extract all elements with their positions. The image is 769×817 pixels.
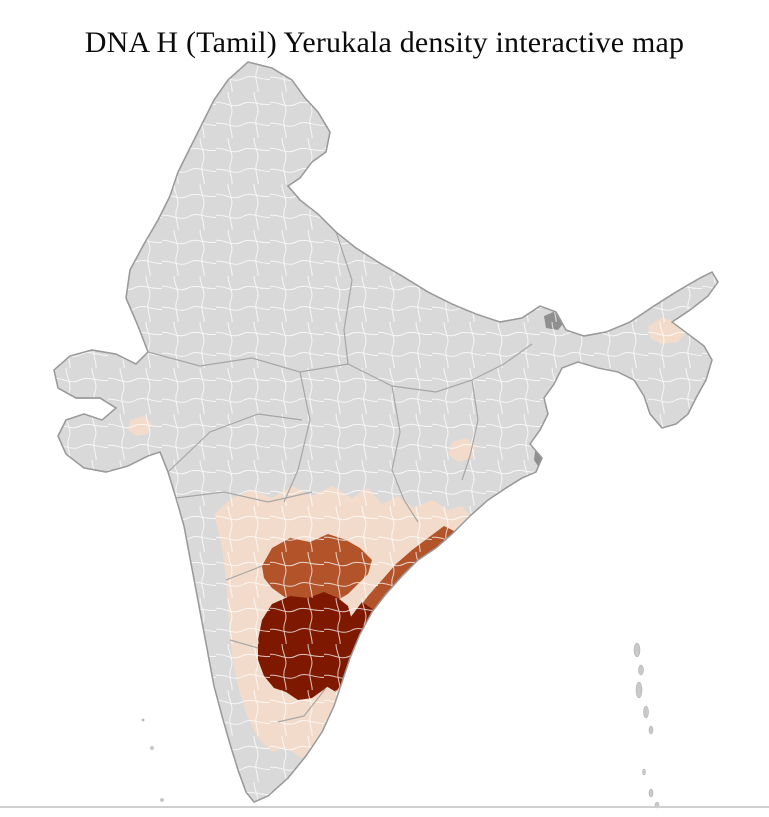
- map-frame-bottom-border: [0, 806, 769, 808]
- district-borders-overlay: [54, 62, 718, 802]
- state-borders: [147, 231, 533, 723]
- lakshadweep-islands[interactable]: [141, 718, 164, 802]
- india-outline: [53, 61, 719, 803]
- andaman-nicobar-islands[interactable]: [633, 642, 660, 809]
- page-title: DNA H (Tamil) Yerukala density interacti…: [84, 26, 685, 60]
